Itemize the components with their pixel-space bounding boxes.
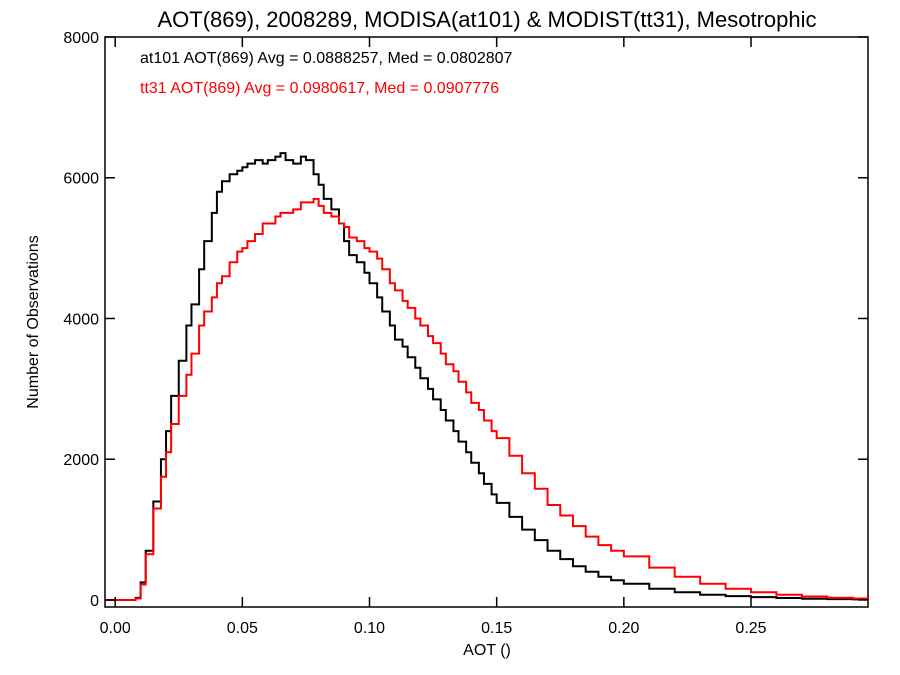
x-tick-label: 0.15 bbox=[481, 620, 512, 637]
legend-at101-stats: at101 AOT(869) Avg = 0.0888257, Med = 0.… bbox=[140, 50, 513, 67]
x-tick-label: 0.20 bbox=[608, 620, 639, 637]
y-tick-label: 4000 bbox=[63, 311, 99, 328]
y-tick-label: 2000 bbox=[63, 452, 99, 469]
x-axis-ticks: 0.00 0.05 0.10 0.15 0.20 0.25 bbox=[100, 37, 767, 637]
y-axis-label: Number of Observations bbox=[25, 235, 42, 408]
x-tick-label: 0.00 bbox=[100, 620, 131, 637]
x-tick-label: 0.25 bbox=[735, 620, 766, 637]
x-axis-label: AOT () bbox=[463, 642, 511, 659]
plot-frame bbox=[104, 36, 869, 608]
x-tick-label: 0.05 bbox=[227, 620, 258, 637]
x-tick-label: 0.10 bbox=[354, 620, 385, 637]
y-tick-label: 8000 bbox=[63, 30, 99, 47]
chart-title: AOT(869), 2008289, MODISA(at101) & MODIS… bbox=[157, 7, 816, 32]
series-line-at101 bbox=[105, 152, 869, 601]
series-layer bbox=[105, 152, 869, 601]
legend-tt31-stats: tt31 AOT(869) Avg = 0.0980617, Med = 0.0… bbox=[140, 80, 499, 97]
y-tick-label: 0 bbox=[90, 593, 99, 610]
series-line-tt31 bbox=[105, 197, 869, 601]
y-axis-ticks: 0 2000 4000 6000 8000 bbox=[63, 30, 868, 610]
y-tick-label: 6000 bbox=[63, 171, 99, 188]
